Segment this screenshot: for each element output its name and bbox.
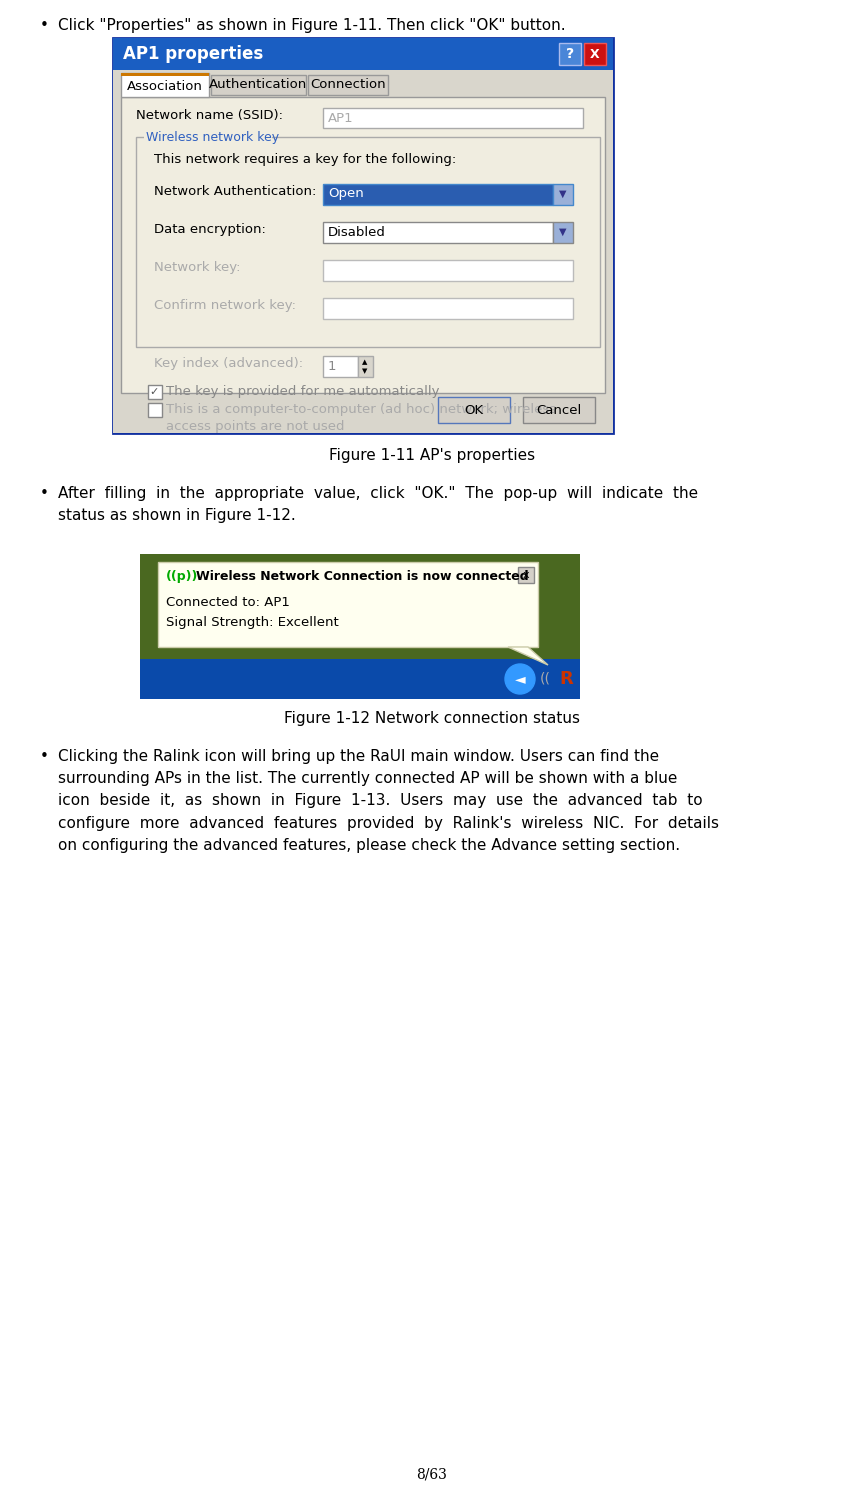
Bar <box>308 74 388 95</box>
Text: After  filling  in  the  appropriate  value,  click  "OK."  The  pop-up  will  i: After filling in the appropriate value, … <box>58 486 698 523</box>
Bar <box>323 259 573 282</box>
Text: Connection: Connection <box>310 79 386 91</box>
Polygon shape <box>508 647 548 665</box>
Text: OK: OK <box>465 404 484 417</box>
Text: access points are not used: access points are not used <box>166 420 345 434</box>
Circle shape <box>505 665 535 694</box>
Text: Data encryption:: Data encryption: <box>154 224 266 235</box>
Bar <box>121 97 605 393</box>
Text: ((p)): ((p)) <box>166 571 199 583</box>
Bar <box>518 568 534 583</box>
Text: •: • <box>40 486 49 501</box>
Text: Cancel: Cancel <box>537 404 581 417</box>
Text: Figure 1-11 AP's properties: Figure 1-11 AP's properties <box>329 448 535 463</box>
Bar <box>148 384 162 399</box>
Text: Network name (SSID):: Network name (SSID): <box>136 109 283 122</box>
Text: Association: Association <box>127 79 203 92</box>
Bar <box>553 183 573 206</box>
Text: This network requires a key for the following:: This network requires a key for the foll… <box>154 153 456 165</box>
Text: AP1 properties: AP1 properties <box>123 45 264 63</box>
Text: ▼: ▼ <box>362 368 368 374</box>
Text: R: R <box>559 670 573 688</box>
Text: ▲: ▲ <box>362 359 368 365</box>
Text: •: • <box>40 749 49 764</box>
Bar <box>323 107 583 128</box>
Text: Connected to: AP1: Connected to: AP1 <box>166 596 290 609</box>
Bar <box>323 183 553 206</box>
Bar <box>523 396 595 423</box>
Bar <box>140 554 580 659</box>
Bar <box>584 43 606 66</box>
Text: Disabled: Disabled <box>328 225 386 238</box>
Bar <box>358 356 373 377</box>
Bar <box>553 222 573 243</box>
Text: •: • <box>40 18 49 33</box>
Bar <box>121 73 209 76</box>
Text: AP1: AP1 <box>328 112 353 125</box>
Text: Authentication: Authentication <box>209 79 307 91</box>
Bar <box>113 39 613 70</box>
Text: ?: ? <box>566 48 574 61</box>
Text: Open: Open <box>328 188 364 201</box>
Text: Wireless network key: Wireless network key <box>146 131 279 143</box>
Text: 1: 1 <box>328 359 336 372</box>
Bar <box>211 74 306 95</box>
Text: X: X <box>590 48 600 61</box>
Text: 8/63: 8/63 <box>416 1468 448 1483</box>
Text: The key is provided for me automatically: The key is provided for me automatically <box>166 384 440 398</box>
Bar <box>438 396 510 423</box>
Text: x: x <box>523 571 530 580</box>
Bar <box>158 562 538 647</box>
Bar <box>113 39 613 434</box>
Text: Key index (advanced):: Key index (advanced): <box>154 358 303 370</box>
Text: ((: (( <box>539 672 550 685</box>
Bar <box>136 137 600 347</box>
Text: Signal Strength: Excellent: Signal Strength: Excellent <box>166 615 339 629</box>
Text: ▼: ▼ <box>559 226 567 237</box>
Text: ✓: ✓ <box>149 387 158 396</box>
Bar <box>113 70 613 434</box>
Bar <box>323 298 573 319</box>
Text: Figure 1-12 Network connection status: Figure 1-12 Network connection status <box>284 711 580 726</box>
Bar <box>323 356 358 377</box>
Text: Network key:: Network key: <box>154 261 240 274</box>
Bar <box>148 402 162 417</box>
Bar <box>140 659 580 699</box>
Text: This is a computer-to-computer (ad hoc) network; wireless: This is a computer-to-computer (ad hoc) … <box>166 402 556 416</box>
Text: ▼: ▼ <box>559 189 567 200</box>
Bar <box>121 73 209 97</box>
Text: Network Authentication:: Network Authentication: <box>154 185 316 198</box>
Text: Click "Properties" as shown in Figure 1-11. Then click "OK" button.: Click "Properties" as shown in Figure 1-… <box>58 18 566 33</box>
Text: Clicking the Ralink icon will bring up the RaUI main window. Users can find the
: Clicking the Ralink icon will bring up t… <box>58 749 719 852</box>
Bar <box>323 222 553 243</box>
Bar <box>559 43 581 66</box>
Text: Wireless Network Connection is now connected: Wireless Network Connection is now conne… <box>196 571 529 583</box>
Text: ◄: ◄ <box>515 672 525 685</box>
Text: Confirm network key:: Confirm network key: <box>154 299 296 311</box>
Bar <box>144 130 272 145</box>
